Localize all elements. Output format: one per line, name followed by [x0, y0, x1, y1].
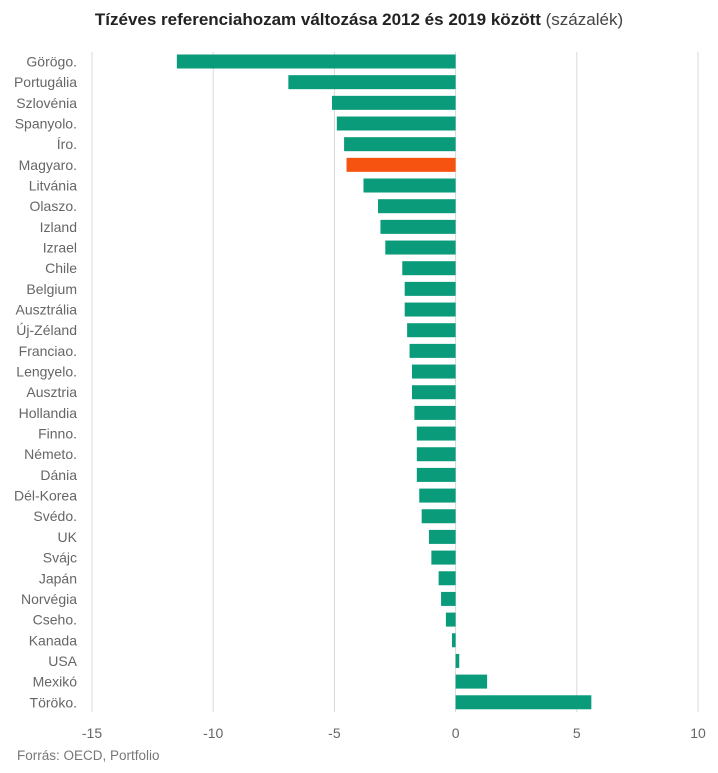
x-tick-labels: -15 -10 -5 0 5 10 — [82, 725, 706, 741]
bars — [176, 54, 592, 710]
bar — [336, 116, 456, 131]
bar — [404, 302, 456, 317]
category-label: Magyaro. — [19, 157, 77, 173]
category-label: Hollandia — [19, 405, 78, 421]
bar — [404, 281, 456, 296]
category-label: Dánia — [40, 467, 77, 483]
category-label: Spanyolo. — [15, 116, 77, 132]
bar — [402, 261, 456, 276]
category-label: Íro. — [57, 136, 77, 152]
category-label: Ausztrália — [16, 302, 78, 318]
category-label: Új-Zéland — [16, 322, 77, 338]
title-unit: (százalék) — [545, 10, 624, 29]
bar — [409, 343, 456, 358]
category-label: Németo. — [24, 446, 77, 462]
category-label: Japán — [39, 570, 77, 586]
category-label: Belgium — [26, 281, 77, 297]
bar — [378, 199, 456, 214]
bar — [416, 467, 456, 482]
bar — [411, 364, 456, 379]
category-label: Svédo. — [33, 508, 77, 524]
bar — [419, 488, 456, 503]
x-tick-label: -5 — [328, 725, 341, 741]
category-label: Litvánia — [29, 178, 77, 194]
category-label: Kanada — [29, 632, 77, 648]
x-tick-label: -10 — [203, 725, 223, 741]
bar — [363, 178, 456, 193]
category-label: Szlovénia — [16, 95, 77, 111]
category-label: USA — [48, 653, 77, 669]
category-label: Svájc — [43, 550, 77, 566]
bar — [445, 612, 456, 627]
bar — [428, 529, 456, 544]
bar — [421, 509, 456, 524]
category-label: Töröko. — [30, 694, 77, 710]
category-labels: Görögo. Portugália Szlovénia Spanyolo. Íro. M… — [14, 54, 78, 711]
category-label: Finno. — [38, 426, 77, 442]
bar — [416, 426, 456, 441]
category-label: Görögo. — [26, 54, 77, 70]
category-label: Chile — [45, 260, 77, 276]
category-label: Izrael — [43, 240, 77, 256]
bar — [438, 571, 456, 586]
bar — [176, 54, 456, 69]
category-label: Olaszo. — [30, 198, 77, 214]
x-tick-label: 10 — [690, 725, 706, 741]
bar — [288, 75, 456, 90]
bar — [416, 447, 456, 462]
category-label: Dél-Korea — [14, 488, 77, 504]
category-label: Norvégia — [21, 591, 77, 607]
chart-title: Tízéves referenciahozam változása 2012 é… — [0, 10, 718, 30]
x-tick-label: 0 — [452, 725, 460, 741]
bar — [431, 550, 456, 565]
bar — [346, 157, 456, 172]
category-label: Mexikó — [33, 674, 78, 690]
bar — [411, 385, 456, 400]
source-note: Forrás: OECD, Portfolio — [17, 748, 160, 763]
x-tick-label: -15 — [82, 725, 102, 741]
grid-lines — [91, 52, 699, 712]
category-label: Izland — [40, 219, 77, 235]
bar — [407, 323, 456, 338]
bar — [441, 591, 456, 606]
category-label: Cseho. — [33, 612, 77, 628]
category-label: Franciao. — [19, 343, 77, 359]
bar — [385, 240, 456, 255]
category-label: Lengyelo. — [16, 364, 77, 380]
bar — [380, 219, 456, 234]
bar — [414, 405, 456, 420]
bar — [455, 653, 460, 668]
category-label: Portugália — [14, 74, 77, 90]
bar — [451, 633, 456, 648]
x-tick-label: 5 — [573, 725, 581, 741]
bar — [455, 674, 488, 689]
bar — [331, 95, 456, 110]
title-text: Tízéves referenciahozam változása 2012 é… — [94, 10, 541, 29]
bar — [344, 137, 456, 152]
bar — [455, 695, 592, 710]
category-label: UK — [58, 529, 78, 545]
category-label: Ausztria — [26, 384, 77, 400]
